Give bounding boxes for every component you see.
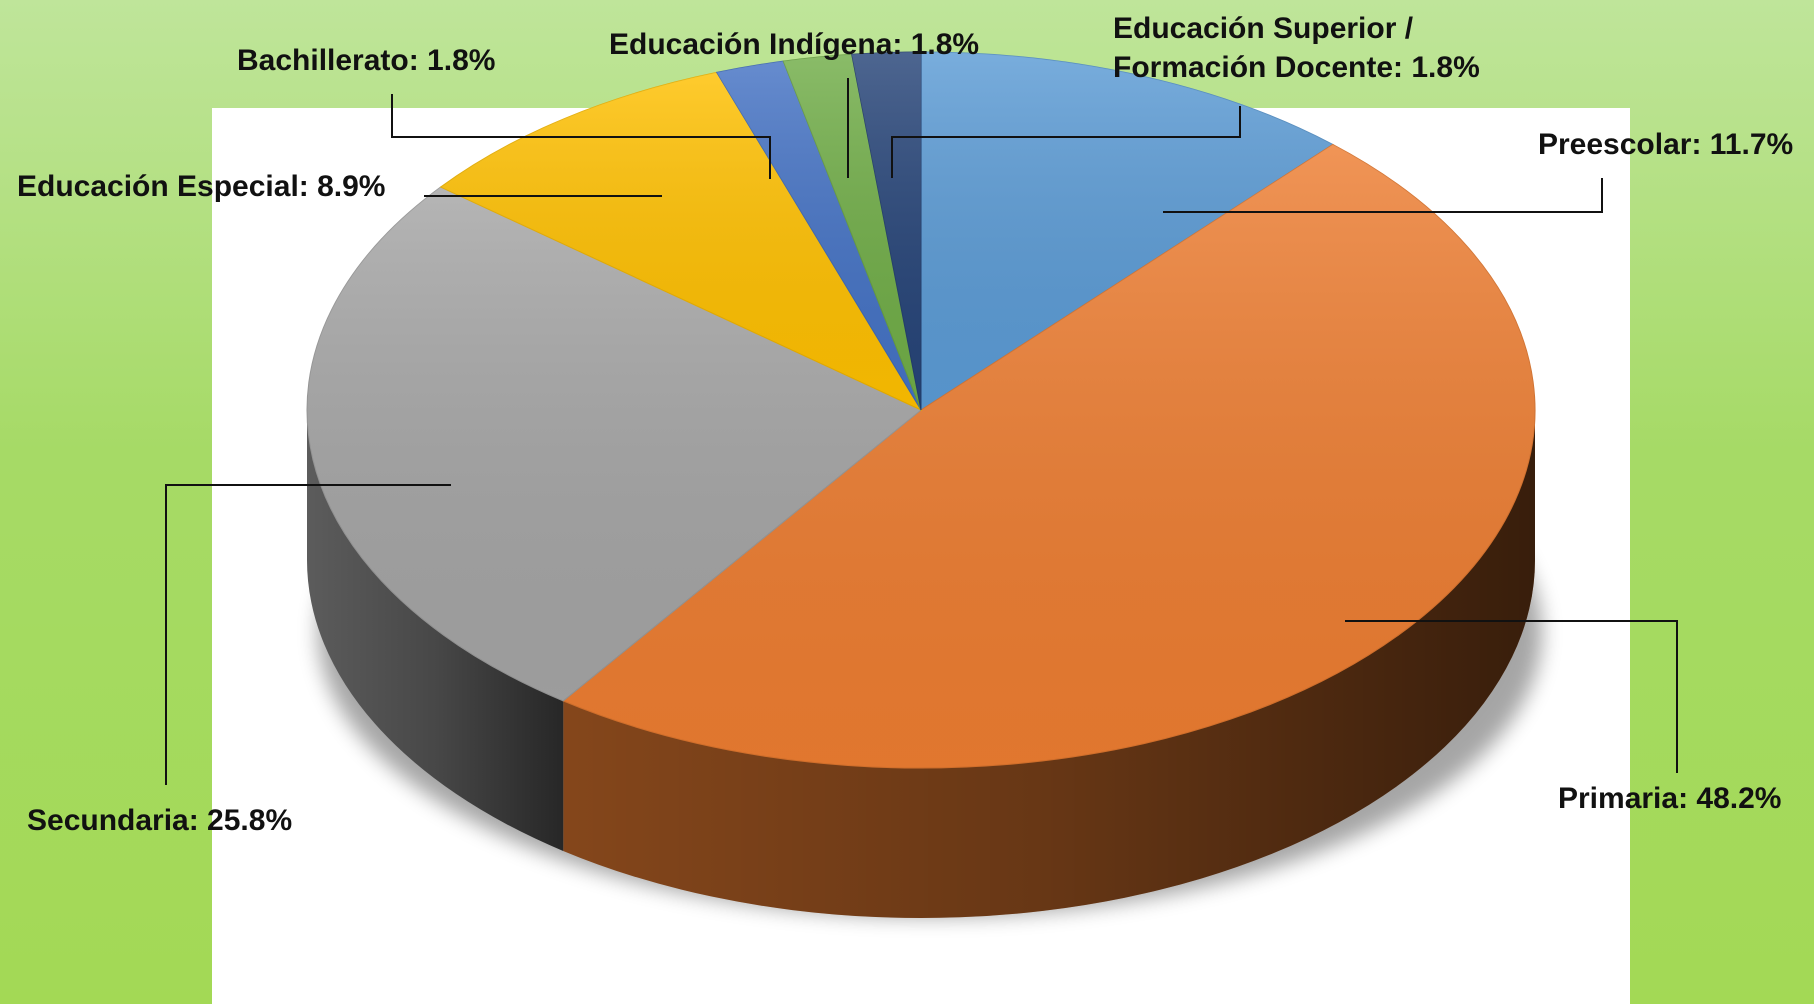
pie-top-faces	[306, 51, 1536, 769]
leader-line-primaria	[1345, 620, 1678, 773]
pie-slice-gloss-primaria	[563, 144, 1535, 769]
label-educacion-superior-line1: Educación Superior /	[1113, 12, 1414, 45]
pie-slice-gloss-secundaria	[306, 187, 921, 701]
pie-side-walls	[307, 410, 1535, 918]
leader-lines	[165, 78, 1678, 785]
pie-slice-gloss-preescolar	[921, 52, 1333, 410]
leader-line-preescolar	[1163, 178, 1603, 213]
label-educacion-superior-line2: Formación Docente: 1.8%	[1113, 51, 1480, 84]
label-preescolar: Preescolar: 11.7%	[1538, 128, 1793, 161]
pie-slice-gloss-bachillerato	[716, 61, 921, 410]
pie-slice-gloss-educacion-indigena	[783, 54, 921, 411]
leader-line-secundaria	[165, 484, 451, 785]
label-secundaria: Secundaria: 25.8%	[27, 804, 292, 837]
pie-slice-gloss-educacion-superior-formacion-docente	[851, 52, 921, 410]
label-educacion-indigena: Educación Indígena: 1.8%	[609, 28, 979, 61]
label-educacion-especial: Educación Especial: 8.9%	[17, 170, 385, 203]
label-primaria: Primaria: 48.2%	[1558, 782, 1781, 815]
pie-side-shade-secundaria	[307, 410, 564, 851]
data-labels: Preescolar: 11.7% Primaria: 48.2% Secund…	[17, 12, 1793, 837]
pie-slice-gloss-educacion-especial	[440, 72, 921, 410]
leader-line-educacion-superior	[891, 106, 1241, 178]
pie-side-shade-primaria	[563, 410, 1535, 918]
leader-line-bachillerato	[391, 94, 771, 179]
label-bachillerato: Bachillerato: 1.8%	[237, 44, 495, 77]
